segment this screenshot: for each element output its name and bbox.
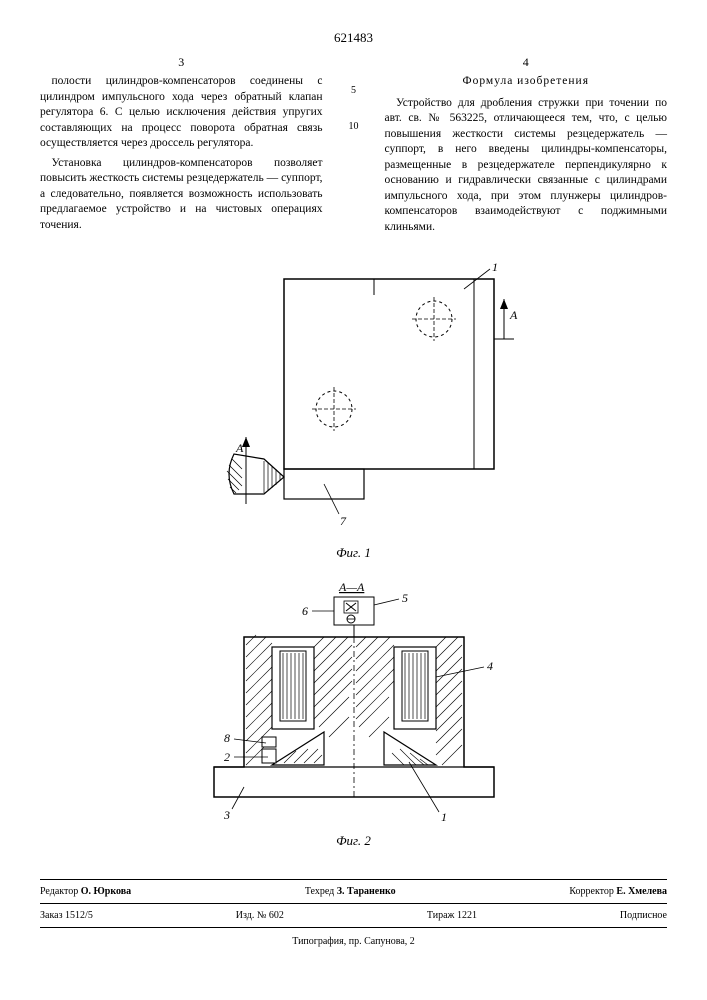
figure-1: А А 1 7 — [174, 259, 534, 539]
left-p1: полости цилиндров-компенсаторов соединен… — [40, 74, 323, 152]
fig2-label-4: 4 — [487, 659, 493, 673]
left-p2: Установка цилиндров-компенсаторов позвол… — [40, 156, 323, 234]
footer-tirazh: Тираж 1221 — [427, 910, 477, 921]
fig1-label-A-right: А — [509, 308, 518, 322]
fig1-caption: Фиг. 1 — [40, 545, 667, 561]
footer-order: Заказ 1512/5 — [40, 910, 93, 921]
line-numbers: 5 10 — [347, 54, 361, 239]
footer-tech: Техред З. Тараненко — [305, 886, 396, 897]
fig2-label-5: 5 — [402, 591, 408, 605]
fig2-label-1: 1 — [441, 810, 447, 824]
left-column: 3 полости цилиндров-компенсаторов соедин… — [40, 54, 323, 239]
text-columns: 3 полости цилиндров-компенсаторов соедин… — [40, 54, 667, 239]
fig1-label-7: 7 — [340, 514, 347, 528]
footer: Редактор О. Юркова Техред З. Тараненко К… — [40, 879, 667, 947]
footer-typography: Типография, пр. Сапунова, 2 — [40, 932, 667, 947]
formula-title: Формула изобретения — [385, 74, 668, 90]
page-num-left: 3 — [40, 54, 323, 70]
footer-podpis: Подписное — [620, 910, 667, 921]
fig1-label-1: 1 — [492, 260, 498, 274]
fig2-section-label: А—А — [338, 580, 365, 594]
footer-editor: Редактор О. Юркова — [40, 886, 131, 897]
line-num-10: 10 — [347, 120, 361, 134]
fig2-caption: Фиг. 2 — [40, 833, 667, 849]
right-p1: Устройство для дробления стружки при точ… — [385, 96, 668, 236]
doc-number: 621483 — [40, 30, 667, 46]
fig2-label-3: 3 — [223, 808, 230, 822]
line-num-5: 5 — [347, 84, 361, 98]
page-num-right: 4 — [385, 54, 668, 70]
footer-izd: Изд. № 602 — [236, 910, 284, 921]
fig1-label-A-left: А — [235, 441, 244, 455]
fig2-label-6: 6 — [302, 604, 308, 618]
figures-block: А А 1 7 Фиг. 1 А—А — [40, 259, 667, 849]
footer-corr: Корректор Е. Хмелева — [569, 886, 667, 897]
fig2-label-8: 8 — [224, 731, 230, 745]
right-column: 4 Формула изобретения Устройство для дро… — [385, 54, 668, 239]
fig2-label-2: 2 — [224, 750, 230, 764]
figure-2: А—А 5 6 — [184, 577, 524, 827]
